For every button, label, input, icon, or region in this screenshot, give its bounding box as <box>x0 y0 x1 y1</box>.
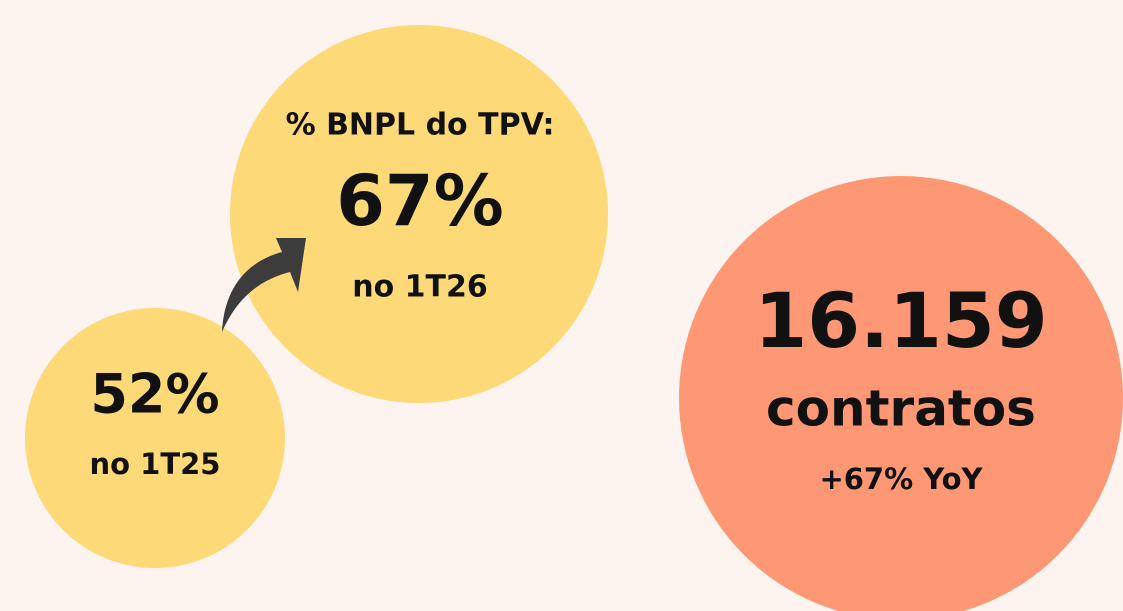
contracts-growth: +67% YoY <box>819 462 983 496</box>
current-circle <box>230 25 608 403</box>
previous-circle <box>25 308 285 568</box>
bnpl-label: % BNPL do TPV: <box>286 108 555 143</box>
bnpl-current: 67% <box>336 160 504 242</box>
bnpl-previous: 52% <box>90 363 219 426</box>
bnpl-previous-period: no 1T25 <box>90 447 221 481</box>
contracts-unit: contratos <box>766 380 1036 438</box>
bnpl-current-period: no 1T26 <box>352 270 488 305</box>
growth-arrow <box>222 238 306 332</box>
contracts-value: 16.159 <box>754 276 1047 365</box>
contracts-circle <box>679 176 1123 611</box>
